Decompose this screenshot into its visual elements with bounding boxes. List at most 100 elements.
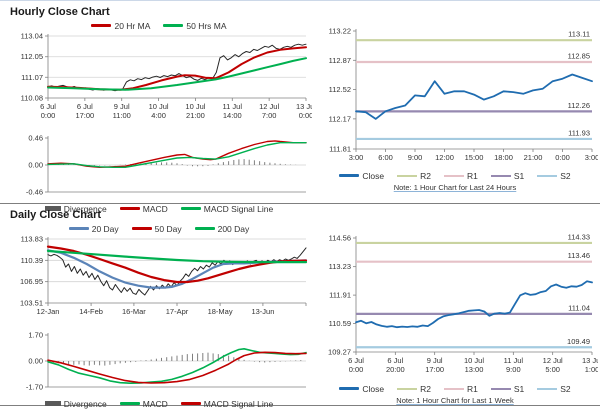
legend-label: 50 Hrs MA [186,20,227,31]
weekly-pivot-legend: Close R2 R1 S1 S2 [339,382,571,395]
lightblue-line-swatch-icon [537,387,558,390]
daily-section: Daily Close Chart 20 Day 50 Day 200 Day … [0,204,600,409]
red-line-swatch-icon [119,207,140,210]
svg-text:10 Jul: 10 Jul [464,356,484,365]
green-line-swatch-icon [119,402,140,405]
svg-text:12 Jul: 12 Jul [259,102,279,111]
legend-label: S1 [513,383,525,394]
svg-text:113.22: 113.22 [329,27,351,36]
legend-item-r1: R1 [443,170,478,181]
svg-text:112.52: 112.52 [329,85,351,94]
svg-text:14:00: 14:00 [223,111,242,120]
svg-text:20:00: 20:00 [386,365,405,374]
svg-text:114.33: 114.33 [568,232,590,241]
svg-text:103.51: 103.51 [20,299,43,308]
legend-label: 20 Day [91,223,119,234]
svg-text:9 Jul: 9 Jul [427,356,443,365]
svg-text:4:00: 4:00 [151,111,166,120]
red-line-swatch-icon [91,24,112,27]
svg-text:17:00: 17:00 [425,365,444,374]
hourly-chart-title: Hourly Close Chart [10,6,110,18]
svg-text:13 Jul: 13 Jul [582,356,598,365]
olive-line-swatch-icon [397,387,418,390]
legend-label: S1 [513,170,525,181]
blue-line-swatch-icon [339,387,360,390]
svg-text:3:00: 3:00 [349,153,364,162]
lightblue-line-swatch-icon [537,174,558,177]
legend-label: Divergence [63,203,107,214]
legend-label: Close [362,170,385,181]
svg-text:11 Jul: 11 Jul [223,102,243,111]
svg-text:112.85: 112.85 [568,51,590,60]
svg-text:1.70: 1.70 [28,332,43,340]
legend-label: R2 [420,170,431,181]
green-line-swatch-icon [194,227,215,230]
legend-item-divergence: Divergence [44,203,107,214]
svg-text:10 Jul: 10 Jul [185,102,205,111]
blue-line-swatch-icon [339,174,360,177]
legend-label: S2 [560,170,571,181]
svg-text:113.11: 113.11 [568,30,590,39]
svg-text:9 Jul: 9 Jul [114,102,130,111]
svg-text:110.59: 110.59 [329,319,351,328]
daily-macd-legend: Divergence MACD MACD Signal Line [8,397,310,410]
legend-label: S2 [560,383,571,394]
svg-text:6 Jul: 6 Jul [387,356,403,365]
svg-text:6 Jul: 6 Jul [348,356,364,365]
svg-text:18-May: 18-May [208,307,233,316]
svg-text:17:00: 17:00 [75,111,94,120]
svg-text:12-Jan: 12-Jan [37,307,60,316]
svg-text:112.05: 112.05 [21,52,43,61]
legend-item-macd-signal: MACD Signal Line [180,204,273,214]
svg-text:13:00: 13:00 [465,365,484,374]
hourly-pivot-chart: 113.22 112.87 112.52 112.17 111.81 113.11 112.… [329,27,598,163]
svg-text:15:00: 15:00 [465,153,484,162]
svg-text:13 Jul: 13 Jul [296,102,312,111]
svg-text:0.00: 0.00 [28,357,43,366]
svg-text:10 Jul: 10 Jul [149,102,169,111]
svg-text:9:00: 9:00 [506,365,521,374]
hourly-pivot-panel: 113.22 112.87 112.52 112.17 111.81 113.11 112.… [312,1,600,203]
svg-text:21:00: 21:00 [524,153,543,162]
green-line-swatch-icon [163,24,184,27]
svg-text:0:00: 0:00 [299,111,312,120]
green-line-swatch-icon [180,207,201,210]
svg-text:111.93: 111.93 [568,128,590,137]
svg-text:11 Jul: 11 Jul [504,356,524,365]
svg-text:17-Apr: 17-Apr [166,307,189,316]
svg-text:9:00: 9:00 [408,153,423,162]
svg-text:12 Jul: 12 Jul [543,356,563,365]
weekly-pivot-note: Note: 1 Hour Chart for Last 1 Week [396,396,514,405]
pink-line-swatch-icon [443,387,464,390]
svg-text:6 Jul: 6 Jul [40,102,56,111]
svg-text:114.56: 114.56 [329,234,351,243]
svg-text:18:00: 18:00 [494,153,513,162]
daily-chart-title: Daily Close Chart [10,209,102,221]
svg-text:113.23: 113.23 [329,262,351,271]
legend-label: 50 Day [154,223,182,234]
hourly-ma-legend: 20 Hr MA 50 Hrs MA [8,19,310,32]
svg-text:5:00: 5:00 [545,365,560,374]
svg-text:0.00: 0.00 [28,161,43,170]
svg-text:21:00: 21:00 [186,111,205,120]
red-line-swatch-icon [180,402,201,405]
red-line-swatch-icon [131,227,152,230]
svg-text:111.91: 111.91 [329,291,351,300]
legend-label: MACD Signal Line [203,398,274,409]
svg-text:16-Mar: 16-Mar [122,307,146,316]
legend-item-close: Close [339,171,384,181]
legend-label: 20 Hr MA [114,20,151,31]
svg-text:112.87: 112.87 [329,56,351,65]
divergence-bar-swatch-icon [44,401,61,406]
legend-item-s2: S2 [537,170,571,181]
svg-text:111.04: 111.04 [568,303,590,312]
legend-item-s1: S1 [490,383,525,394]
svg-text:109.27: 109.27 [328,348,351,357]
svg-text:113.83: 113.83 [21,235,43,244]
svg-text:111.07: 111.07 [21,73,43,82]
legend-label: R1 [466,170,478,181]
olive-line-swatch-icon [397,174,418,177]
legend-label: R1 [466,383,478,394]
